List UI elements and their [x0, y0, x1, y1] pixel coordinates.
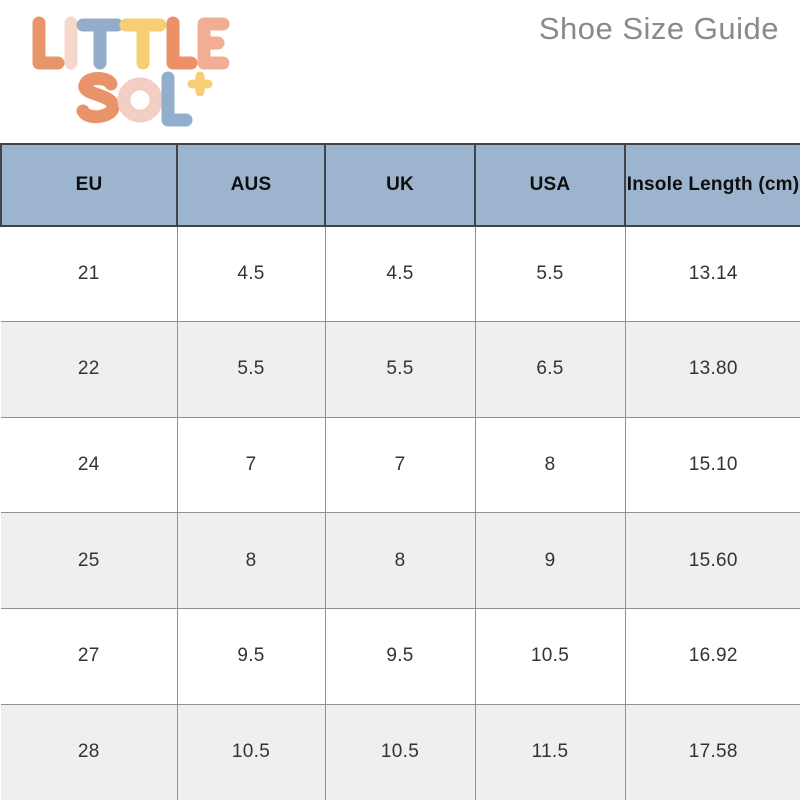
cell-eu: 21 — [1, 225, 178, 323]
logo-letter-l1 — [32, 16, 65, 70]
logo-letter-l3 — [161, 71, 193, 127]
page-title: Shoe Size Guide — [538, 11, 779, 46]
cell-uk: 5.5 — [324, 321, 476, 418]
cell-insole-length-cm: 15.60 — [624, 512, 800, 610]
cell-uk: 9.5 — [324, 608, 476, 705]
table-row: 24 7 7 8 15.10 — [1, 416, 800, 514]
logo-letter-e — [197, 17, 230, 70]
column-header-aus: AUS — [176, 143, 326, 227]
cell-insole-length-cm: 15.10 — [624, 416, 800, 514]
cell-eu: 28 — [1, 703, 178, 800]
logo-letter-o — [117, 77, 163, 123]
cell-eu: 25 — [1, 512, 178, 610]
cell-aus: 9.5 — [176, 608, 326, 705]
column-header-eu: EU — [0, 143, 178, 227]
logo-plus-icon — [187, 71, 213, 97]
table-header: EU AUS UK USA Insole Length (cm) — [0, 143, 800, 227]
cell-usa: 10.5 — [474, 608, 626, 705]
cell-usa: 8 — [474, 416, 626, 514]
table-row: 27 9.5 9.5 10.5 16.92 — [1, 608, 800, 705]
cell-eu: 24 — [1, 416, 178, 514]
cell-usa: 5.5 — [474, 225, 626, 323]
logo-letter-t2 — [119, 18, 167, 70]
cell-uk: 7 — [324, 416, 476, 514]
cell-eu: 27 — [1, 608, 178, 705]
cell-aus: 7 — [176, 416, 326, 514]
table-row: 25 8 8 9 15.60 — [1, 512, 800, 610]
cell-uk: 4.5 — [324, 225, 476, 323]
table-header-row: EU AUS UK USA Insole Length (cm) — [0, 143, 800, 227]
cell-usa: 11.5 — [474, 703, 626, 800]
logo-letter-s — [76, 72, 120, 124]
table-row: 28 10.5 10.5 11.5 17.58 — [1, 703, 800, 800]
logo-letter-l2 — [166, 16, 198, 70]
cell-uk: 8 — [324, 512, 476, 610]
cell-aus: 4.5 — [176, 225, 326, 323]
cell-insole-length-cm: 13.80 — [624, 321, 800, 418]
cell-aus: 10.5 — [176, 703, 326, 800]
cell-eu: 22 — [1, 321, 178, 418]
shoe-size-table: EU AUS UK USA Insole Length (cm) 21 4.5 4.5 5.5… — [0, 143, 800, 800]
table-body: 21 4.5 4.5 5.5 13.14 22 5.5 5.5 6.5 13.80 24 7 7 8 15.… — [1, 225, 800, 800]
cell-insole-length-cm: 17.58 — [624, 703, 800, 800]
cell-usa: 6.5 — [474, 321, 626, 418]
column-header-uk: UK — [324, 143, 476, 227]
little-sol-logo — [32, 16, 230, 127]
column-header-usa: USA — [474, 143, 626, 227]
cell-aus: 8 — [176, 512, 326, 610]
table-row: 22 5.5 5.5 6.5 13.80 — [1, 321, 800, 418]
cell-uk: 10.5 — [324, 703, 476, 800]
logo-letter-t1 — [76, 18, 124, 70]
table-row: 21 4.5 4.5 5.5 13.14 — [1, 225, 800, 323]
cell-aus: 5.5 — [176, 321, 326, 418]
top-banner: Shoe Size Guide — [0, 0, 800, 143]
cell-insole-length-cm: 16.92 — [624, 608, 800, 705]
column-header-insole-length-cm: Insole Length (cm) — [624, 143, 800, 227]
cell-insole-length-cm: 13.14 — [624, 225, 800, 323]
cell-usa: 9 — [474, 512, 626, 610]
